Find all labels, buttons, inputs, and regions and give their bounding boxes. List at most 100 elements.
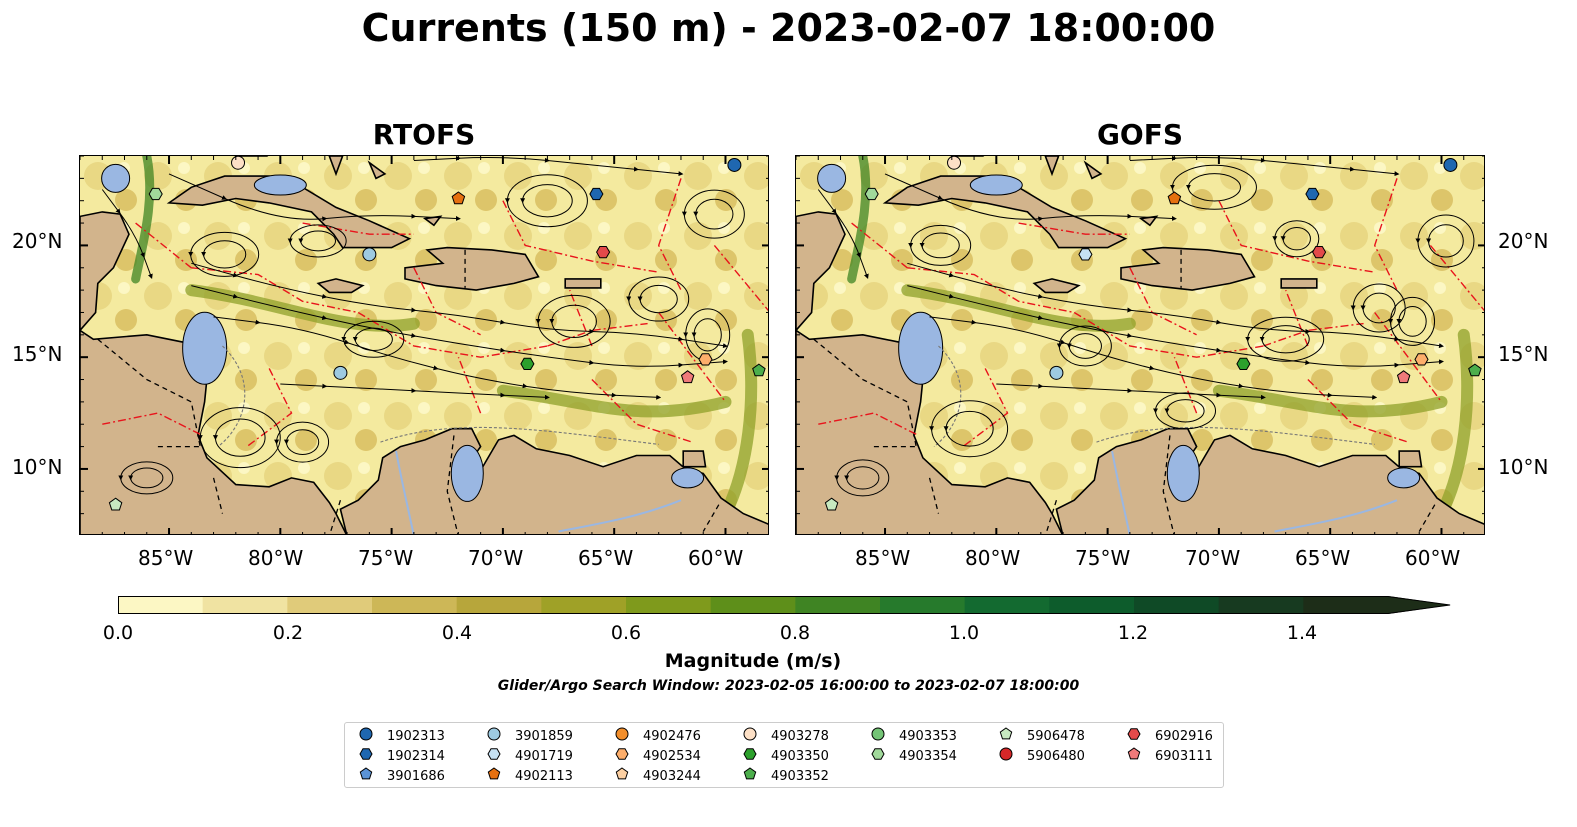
cbar-tick-1: 0.2 bbox=[272, 622, 304, 644]
float-marker bbox=[1167, 191, 1182, 205]
bahamas-land bbox=[1083, 160, 1103, 180]
float-marker bbox=[824, 497, 839, 511]
colorbar-bin bbox=[1218, 596, 1304, 614]
bathymetry-contour bbox=[933, 345, 1375, 448]
colorbar-bin bbox=[541, 596, 627, 614]
streamline bbox=[504, 174, 588, 228]
shallow-area bbox=[101, 163, 131, 193]
legend-label: 4903244 bbox=[643, 768, 701, 784]
cbar-tick-0: 0.0 bbox=[102, 622, 134, 644]
streamline bbox=[693, 198, 734, 230]
streamline bbox=[283, 429, 320, 456]
figure-title: Currents (150 m) - 2023-02-07 18:00:00 bbox=[361, 6, 1216, 50]
streamline bbox=[1280, 227, 1311, 251]
legend-item: 4903350 bbox=[743, 747, 829, 765]
float-marker bbox=[1414, 353, 1429, 366]
cbar-tick-5: 1.0 bbox=[948, 622, 980, 644]
legend-label: 1902313 bbox=[387, 728, 445, 744]
lon-tick-70w-right: 70°W bbox=[1185, 546, 1241, 570]
legend-label: 4902534 bbox=[643, 748, 701, 764]
rivers bbox=[395, 450, 682, 534]
float-marker bbox=[1443, 157, 1458, 172]
legend-marker-icon bbox=[743, 747, 771, 765]
shallow-area bbox=[969, 174, 1023, 196]
legend-marker-icon bbox=[359, 727, 387, 745]
streamline bbox=[128, 467, 164, 489]
streamline bbox=[212, 418, 266, 457]
colorbar bbox=[118, 596, 1451, 614]
legend-item: 1902314 bbox=[359, 747, 445, 765]
panel-title-rtofs: RTOFS bbox=[372, 118, 476, 151]
float-marker bbox=[864, 187, 879, 201]
legend-item: 6902916 bbox=[1127, 727, 1213, 745]
legend-label: 4902113 bbox=[515, 768, 573, 784]
legend-label: 4903353 bbox=[899, 728, 957, 744]
high-speed-band bbox=[719, 328, 758, 520]
legend-marker-icon bbox=[743, 767, 771, 785]
puerto-rico-land bbox=[564, 278, 602, 289]
lon-tick-85w-right: 85°W bbox=[855, 546, 911, 570]
float-marker bbox=[1049, 365, 1064, 380]
legend-item: 6903111 bbox=[1127, 747, 1213, 765]
lon-tick-80w-right: 80°W bbox=[965, 546, 1021, 570]
colorbar-label: Magnitude (m/s) bbox=[664, 650, 842, 672]
float-marker bbox=[1468, 363, 1482, 377]
streamline bbox=[520, 184, 573, 218]
legend-label: 5906480 bbox=[1027, 748, 1085, 764]
legend-item: 4902113 bbox=[487, 767, 573, 785]
legend-item: 5906478 bbox=[999, 727, 1085, 745]
legend-marker-icon bbox=[359, 747, 387, 765]
legend-label: 3901859 bbox=[515, 728, 573, 744]
cbar-tick-7: 1.4 bbox=[1286, 622, 1318, 644]
streamline bbox=[1272, 220, 1320, 258]
float-marker bbox=[1236, 357, 1251, 370]
legend-label: 4903352 bbox=[771, 768, 829, 784]
float-legend: 1902313 1902314 3901686 3901859 4901719 … bbox=[344, 722, 1224, 788]
float-marker bbox=[108, 497, 123, 511]
cbar-tick-4: 0.8 bbox=[779, 622, 811, 644]
colorbar-bin bbox=[287, 596, 373, 614]
float-marker bbox=[1078, 248, 1093, 261]
colorbar-bin bbox=[1134, 596, 1220, 614]
bahamas-land bbox=[367, 160, 387, 180]
legend-marker-icon bbox=[359, 767, 387, 785]
streamline bbox=[287, 224, 347, 258]
legend-item: 4903278 bbox=[743, 727, 829, 745]
legend-item: 1902313 bbox=[359, 727, 445, 745]
legend-label: 4903350 bbox=[771, 748, 829, 764]
streamline bbox=[201, 240, 247, 269]
lon-tick-75w-right: 75°W bbox=[1075, 546, 1131, 570]
legend-label: 1902314 bbox=[387, 748, 445, 764]
colorbar-bin bbox=[202, 596, 288, 614]
legend-item: 5906480 bbox=[999, 747, 1085, 765]
legend-marker-icon bbox=[999, 747, 1027, 765]
colorbar-bin bbox=[1303, 596, 1389, 614]
legend-item: 4903353 bbox=[871, 727, 957, 745]
colorbar-bin bbox=[626, 596, 712, 614]
float-marker bbox=[947, 156, 962, 170]
legend-marker-icon bbox=[487, 767, 515, 785]
gofs-current-map bbox=[795, 155, 1485, 535]
shallow-area bbox=[817, 163, 847, 193]
float-marker bbox=[680, 370, 695, 384]
legend-item: 3901686 bbox=[359, 767, 445, 785]
legend-marker-icon bbox=[615, 747, 643, 765]
bathymetry-contour bbox=[217, 345, 659, 448]
float-marker bbox=[727, 157, 742, 172]
bahamas-land bbox=[328, 156, 344, 177]
streamline bbox=[929, 400, 1009, 458]
legend-marker-icon bbox=[743, 727, 771, 745]
shallow-area bbox=[1166, 444, 1200, 502]
colorbar-extend-arrow bbox=[1388, 596, 1451, 614]
country-borders bbox=[97, 249, 720, 534]
lon-tick-85w-left: 85°W bbox=[138, 546, 194, 570]
legend-marker-icon bbox=[615, 727, 643, 745]
float-marker bbox=[1396, 370, 1411, 384]
legend-item: 4903354 bbox=[871, 747, 957, 765]
lat-tick-10n-right: 10°N bbox=[1498, 455, 1549, 479]
legend-label: 6902916 bbox=[1155, 728, 1213, 744]
float-marker bbox=[231, 156, 246, 170]
legend-item: 4901719 bbox=[487, 747, 573, 765]
legend-marker-icon bbox=[1127, 727, 1155, 745]
legend-marker-icon bbox=[615, 767, 643, 785]
